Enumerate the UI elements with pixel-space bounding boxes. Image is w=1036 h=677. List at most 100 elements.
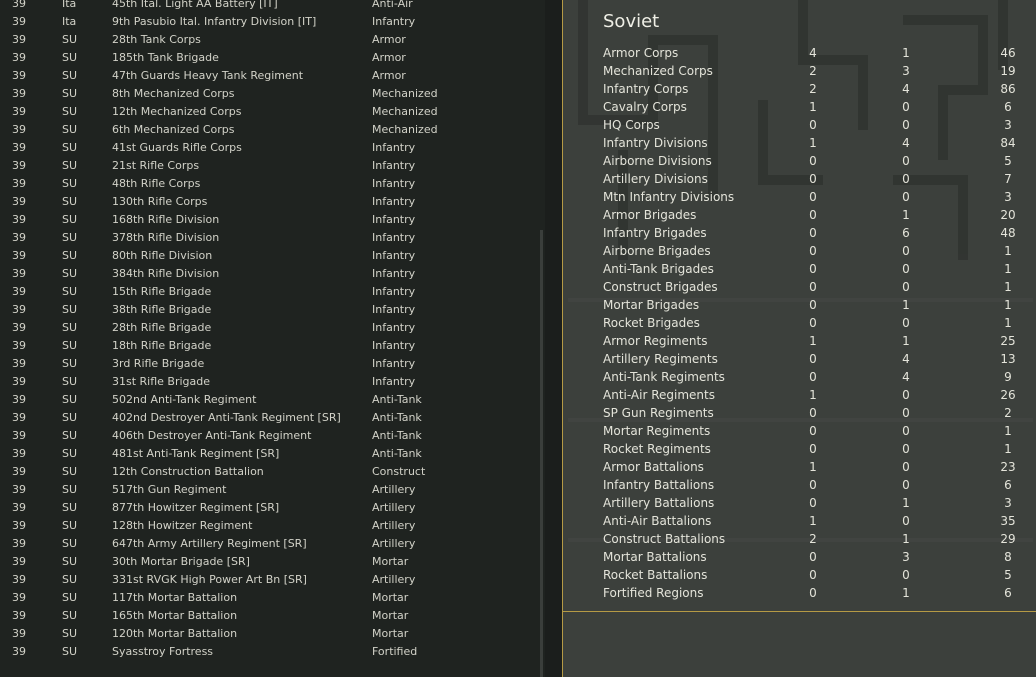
unit-nation: SU xyxy=(62,69,78,82)
unit-nation: SU xyxy=(62,411,78,424)
unit-list-row[interactable]: 39 SU 18th Rifle Brigade Infantry xyxy=(0,336,545,354)
summary-row: Airborne Divisions 0 0 5 xyxy=(563,153,1036,171)
unit-list-row[interactable]: 39 SU 402nd Destroyer Anti-Tank Regiment [… xyxy=(0,408,545,426)
summary-count-b: 0 xyxy=(902,442,910,456)
summary-row: Infantry Corps 2 4 86 xyxy=(563,81,1036,99)
summary-label: Mortar Regiments xyxy=(603,424,711,438)
summary-row: Artillery Regiments 0 4 13 xyxy=(563,351,1036,369)
unit-list-row[interactable]: 39 SU 6th Mechanized Corps Mechanized xyxy=(0,120,545,138)
unit-list-row[interactable]: 39 SU 502nd Anti-Tank Regiment Anti-Tank xyxy=(0,390,545,408)
summary-label: Construct Battalions xyxy=(603,532,726,546)
unit-list-row[interactable]: 39 SU 12th Mechanized Corps Mechanized xyxy=(0,102,545,120)
unit-name: 402nd Destroyer Anti-Tank Regiment [SR] xyxy=(112,411,341,424)
unit-list-row[interactable]: 39 SU 120th Mortar Battalion Mortar xyxy=(0,624,545,642)
unit-turn: 39 xyxy=(12,447,26,460)
unit-nation: SU xyxy=(62,501,78,514)
panel-background-pattern xyxy=(563,0,1036,611)
unit-turn: 39 xyxy=(12,15,26,28)
scrollbar[interactable] xyxy=(540,230,543,677)
unit-list-row[interactable]: 39 SU 128th Howitzer Regiment Artillery xyxy=(0,516,545,534)
unit-list-row[interactable]: 39 SU 80th Rifle Division Infantry xyxy=(0,246,545,264)
unit-list-row[interactable]: 39 SU 48th Rifle Corps Infantry xyxy=(0,174,545,192)
summary-count-b: 4 xyxy=(902,352,910,366)
unit-type: Mechanized xyxy=(372,87,438,100)
summary-count-a: 0 xyxy=(809,208,817,222)
unit-list-row[interactable]: 39 SU 384th Rifle Division Infantry xyxy=(0,264,545,282)
summary-row: Construct Battalions 2 1 29 xyxy=(563,531,1036,549)
unit-turn: 39 xyxy=(12,375,26,388)
unit-turn: 39 xyxy=(12,357,26,370)
summary-count-a: 0 xyxy=(809,478,817,492)
unit-list-row[interactable]: 39 SU 168th Rifle Division Infantry xyxy=(0,210,545,228)
unit-list-row[interactable]: 39 SU 378th Rifle Division Infantry xyxy=(0,228,545,246)
unit-list-row[interactable]: 39 SU 31st Rifle Brigade Infantry xyxy=(0,372,545,390)
unit-turn: 39 xyxy=(12,429,26,442)
unit-list-row[interactable]: 39 SU 185th Tank Brigade Armor xyxy=(0,48,545,66)
unit-list-row[interactable]: 39 SU 21st Rifle Corps Infantry xyxy=(0,156,545,174)
unit-list-row[interactable]: 39 SU 406th Destroyer Anti-Tank Regiment An… xyxy=(0,426,545,444)
unit-list-row[interactable]: 39 SU 3rd Rifle Brigade Infantry xyxy=(0,354,545,372)
unit-type: Infantry xyxy=(372,177,416,190)
unit-list-row[interactable]: 39 SU 28th Rifle Brigade Infantry xyxy=(0,318,545,336)
summary-count-b: 0 xyxy=(902,424,910,438)
unit-list-row[interactable]: 39 SU 15th Rifle Brigade Infantry xyxy=(0,282,545,300)
unit-nation: SU xyxy=(62,393,78,406)
unit-list-row[interactable]: 39 SU 38th Rifle Brigade Infantry xyxy=(0,300,545,318)
summary-count-c: 1 xyxy=(1004,280,1012,294)
unit-list-row[interactable]: 39 SU 28th Tank Corps Armor xyxy=(0,30,545,48)
unit-turn: 39 xyxy=(12,87,26,100)
summary-count-a: 0 xyxy=(809,424,817,438)
unit-turn: 39 xyxy=(12,195,26,208)
summary-count-c: 1 xyxy=(1004,262,1012,276)
unit-list-row[interactable]: 39 SU 41st Guards Rifle Corps Infantry xyxy=(0,138,545,156)
summary-count-c: 48 xyxy=(1000,226,1016,240)
summary-count-c: 23 xyxy=(1000,460,1016,474)
summary-label: Infantry Divisions xyxy=(603,136,708,150)
unit-name: 3rd Rifle Brigade xyxy=(112,357,205,370)
unit-nation: SU xyxy=(62,51,78,64)
unit-turn: 39 xyxy=(12,591,26,604)
unit-type: Mortar xyxy=(372,555,409,568)
unit-name: 165th Mortar Battalion xyxy=(112,609,238,622)
unit-name: 8th Mechanized Corps xyxy=(112,87,235,100)
unit-list-row[interactable]: 39 Ita 45th Ital. Light AA Battery [IT] Ant… xyxy=(0,0,545,12)
unit-nation: SU xyxy=(62,375,78,388)
summary-count-a: 0 xyxy=(809,298,817,312)
unit-list-row[interactable]: 39 SU 47th Guards Heavy Tank Regiment Armor xyxy=(0,66,545,84)
unit-list-row[interactable]: 39 SU 117th Mortar Battalion Mortar xyxy=(0,588,545,606)
unit-list-row[interactable]: 39 SU 481st Anti-Tank Regiment [SR] Anti-Ta… xyxy=(0,444,545,462)
unit-nation: SU xyxy=(62,195,78,208)
unit-name: 502nd Anti-Tank Regiment xyxy=(112,393,257,406)
summary-count-a: 0 xyxy=(809,352,817,366)
unit-type: Infantry xyxy=(372,159,416,172)
summary-count-b: 0 xyxy=(902,406,910,420)
unit-type: Fortified xyxy=(372,645,418,658)
unit-turn: 39 xyxy=(12,249,26,262)
unit-type: Infantry xyxy=(372,375,416,388)
summary-row: Construct Brigades 0 0 1 xyxy=(563,279,1036,297)
summary-row: Anti-Tank Regiments 0 4 9 xyxy=(563,369,1036,387)
unit-name: 331st RVGK High Power Art Bn [SR] xyxy=(112,573,307,586)
unit-nation: SU xyxy=(62,231,78,244)
summary-count-a: 0 xyxy=(809,370,817,384)
unit-list-row[interactable]: 39 SU 647th Army Artillery Regiment [SR] Ar… xyxy=(0,534,545,552)
unit-list-row[interactable]: 39 SU Syasstroy Fortress Fortified xyxy=(0,642,545,660)
summary-count-b: 0 xyxy=(902,568,910,582)
unit-list-row[interactable]: 39 SU 30th Mortar Brigade [SR] Mortar xyxy=(0,552,545,570)
unit-list-row[interactable]: 39 SU 517th Gun Regiment Artillery xyxy=(0,480,545,498)
unit-list-row[interactable]: 39 SU 877th Howitzer Regiment [SR] Artiller… xyxy=(0,498,545,516)
summary-row: Mtn Infantry Divisions 0 0 3 xyxy=(563,189,1036,207)
unit-list-row[interactable]: 39 SU 12th Construction Battalion Construct xyxy=(0,462,545,480)
unit-list-row[interactable]: 39 SU 8th Mechanized Corps Mechanized xyxy=(0,84,545,102)
unit-list-row[interactable]: 39 SU 130th Rifle Corps Infantry xyxy=(0,192,545,210)
unit-list-row[interactable]: 39 SU 165th Mortar Battalion Mortar xyxy=(0,606,545,624)
summary-count-a: 0 xyxy=(809,406,817,420)
unit-name: 45th Ital. Light AA Battery [IT] xyxy=(112,0,278,10)
summary-label: Rocket Brigades xyxy=(603,316,700,330)
unit-list-row[interactable]: 39 SU 331st RVGK High Power Art Bn [SR] Art… xyxy=(0,570,545,588)
unit-name: 406th Destroyer Anti-Tank Regiment xyxy=(112,429,312,442)
unit-nation: SU xyxy=(62,33,78,46)
summary-count-b: 0 xyxy=(902,118,910,132)
unit-list-row[interactable]: 39 Ita 9th Pasubio Ital. Infantry Division… xyxy=(0,12,545,30)
summary-count-b: 1 xyxy=(902,496,910,510)
